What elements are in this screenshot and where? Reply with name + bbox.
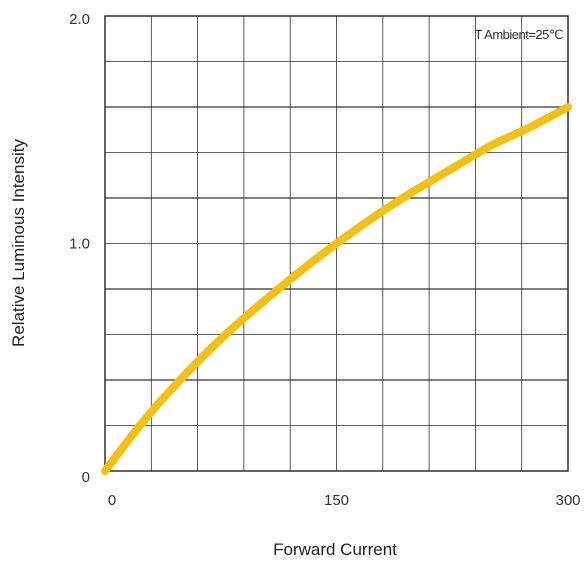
- y-tick-label: 2.0: [69, 11, 90, 28]
- series-line-0: [101, 103, 572, 475]
- ambient-annotation: T Ambient=25℃: [475, 27, 563, 42]
- y-axis-title: Relative Luminous Intensity: [9, 139, 28, 347]
- y-tick-label: 0: [82, 469, 90, 486]
- plot-border: [104, 15, 569, 472]
- x-tick-labels: 0 150 300: [108, 492, 581, 509]
- series-layer: [101, 103, 572, 475]
- x-axis-title: Forward Current: [273, 540, 397, 559]
- y-tick-labels: 0 1.0 2.0: [69, 11, 90, 486]
- x-tick-label: 0: [108, 492, 116, 509]
- y-tick-label: 1.0: [69, 236, 90, 253]
- x-tick-label: 150: [324, 492, 349, 509]
- x-tick-label: 300: [555, 492, 580, 509]
